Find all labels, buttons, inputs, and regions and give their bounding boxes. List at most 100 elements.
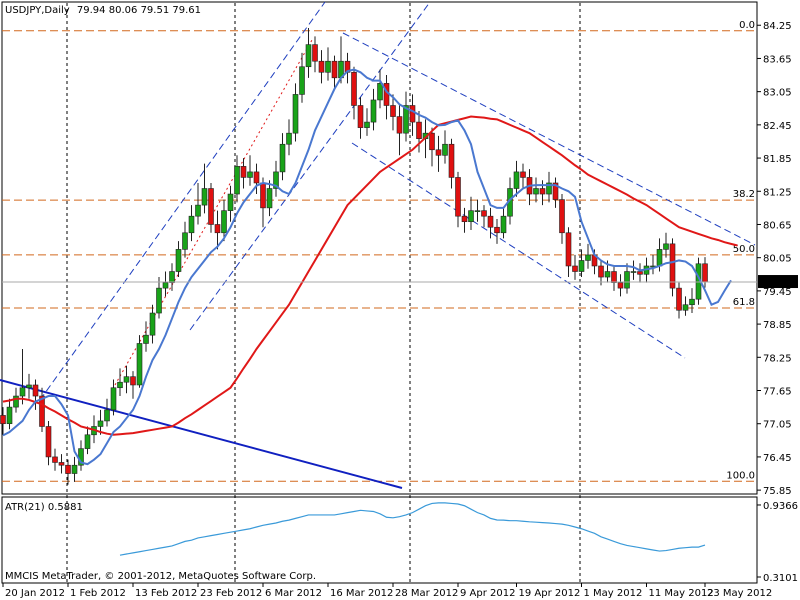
- candle-body: [123, 376, 130, 383]
- candle-body: [201, 188, 208, 206]
- x-tick-label: 1 Feb 2012: [70, 588, 126, 599]
- candle-body: [188, 215, 195, 234]
- candle-body: [97, 420, 104, 427]
- candle-body: [416, 121, 422, 139]
- candle-body: [136, 343, 143, 386]
- channel-line: [351, 142, 686, 359]
- channel-line: [189, 1, 431, 331]
- x-tick-label: 6 Mar 2012: [265, 588, 322, 599]
- candle-body: [461, 215, 468, 223]
- candle-body: [481, 210, 487, 217]
- y-tick-label: 80.65: [763, 220, 792, 231]
- candle-body: [357, 105, 364, 128]
- y-tick-label: 78.85: [763, 320, 792, 331]
- last-low: 79.51: [141, 5, 170, 16]
- candle-body: [377, 83, 383, 101]
- candle-body: [370, 99, 377, 123]
- last-close: 79.61: [172, 5, 201, 16]
- candle-body: [234, 166, 240, 195]
- trend-line: [0, 379, 403, 489]
- candle-body: [156, 287, 162, 314]
- fib-label: 61.8: [733, 297, 755, 308]
- candle-body: [455, 177, 461, 217]
- candle-body: [104, 409, 110, 422]
- fib-label: 0.0: [739, 20, 755, 31]
- x-tick-label: 1 May 2012: [584, 588, 643, 599]
- candle-body: [396, 116, 403, 134]
- atr-header: ATR(21) 0.5881: [5, 502, 83, 513]
- candle-body: [669, 243, 676, 289]
- candle-body: [39, 395, 45, 427]
- candle-body: [442, 143, 448, 156]
- candle-body: [162, 282, 169, 289]
- candle-body: [32, 384, 39, 397]
- candle-body: [58, 462, 65, 466]
- candle-body: [637, 271, 643, 275]
- candle-body: [6, 406, 13, 425]
- y-tick-label: 82.45: [763, 121, 792, 132]
- candle-body: [143, 334, 149, 344]
- candle-body: [84, 434, 91, 449]
- y-tick-label: 76.45: [763, 453, 792, 464]
- candle-body: [656, 249, 663, 267]
- candle-body: [208, 188, 214, 225]
- candle-body: [331, 60, 338, 79]
- candle-body: [260, 182, 266, 209]
- candle-body: [169, 271, 175, 283]
- y-tick-label: 78.25: [763, 353, 792, 364]
- candle-body: [676, 287, 682, 311]
- candle-body: [435, 149, 442, 156]
- indicator-line: [2, 115, 738, 436]
- candle-body: [487, 215, 494, 228]
- y-tick-label: 83.05: [763, 88, 792, 99]
- indicator-line: [2, 68, 732, 466]
- candle-body: [559, 199, 565, 234]
- candle-body: [663, 243, 669, 250]
- x-tick-label: 13 Feb 2012: [135, 588, 197, 599]
- trend-drawings: [0, 1, 756, 489]
- candle-body: [175, 249, 182, 272]
- candle-body: [598, 265, 604, 278]
- candle-body: [305, 44, 312, 68]
- candle-body: [689, 298, 695, 306]
- candle-body: [279, 143, 286, 173]
- footer: MMCIS MetaTrader, © 2001-2012, MetaQuote…: [5, 571, 316, 582]
- candle-body: [682, 304, 689, 311]
- current-price-label: 79.61: [762, 278, 791, 289]
- channel-line: [342, 32, 756, 246]
- candle-body: [110, 387, 117, 411]
- y-tick-label: 80.05: [763, 254, 792, 265]
- candle-body: [221, 210, 227, 234]
- candle-body: [351, 71, 357, 106]
- candle-body: [474, 210, 481, 212]
- candle-body: [117, 381, 123, 389]
- candle-body: [630, 271, 637, 273]
- y-tick-label: 84.25: [763, 21, 792, 32]
- channel-line: [39, 1, 326, 401]
- candle-body: [195, 204, 201, 217]
- x-tick-label: 11 May 2012: [649, 588, 714, 599]
- candle-body: [500, 215, 507, 234]
- candle-body: [240, 166, 247, 178]
- candle-body: [611, 271, 617, 283]
- y-tick-label: 75.85: [763, 486, 792, 497]
- symbol-title: USDJPY,Daily: [5, 5, 70, 16]
- y-tick-label: 81.85: [763, 154, 792, 165]
- candle-body: [533, 188, 539, 195]
- candle-body: [572, 265, 578, 272]
- candle-body: [19, 387, 26, 397]
- candle-body: [65, 464, 71, 474]
- candle-body: [253, 171, 260, 184]
- candle-body: [130, 376, 136, 386]
- y-tick-label: 83.65: [763, 54, 792, 65]
- fib-label: 50.0: [733, 244, 755, 255]
- candle-body: [273, 171, 279, 189]
- dotted-trend-line: [114, 39, 313, 386]
- candle-body: [624, 271, 630, 289]
- candle-body: [26, 384, 32, 389]
- candle-body: [617, 282, 624, 289]
- x-tick-label: 28 Mar 2012: [395, 588, 458, 599]
